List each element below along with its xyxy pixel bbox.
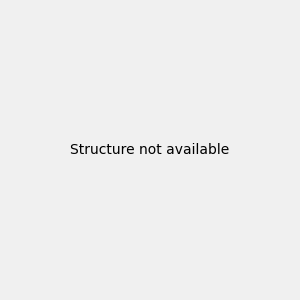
Text: Structure not available: Structure not available [70,143,230,157]
